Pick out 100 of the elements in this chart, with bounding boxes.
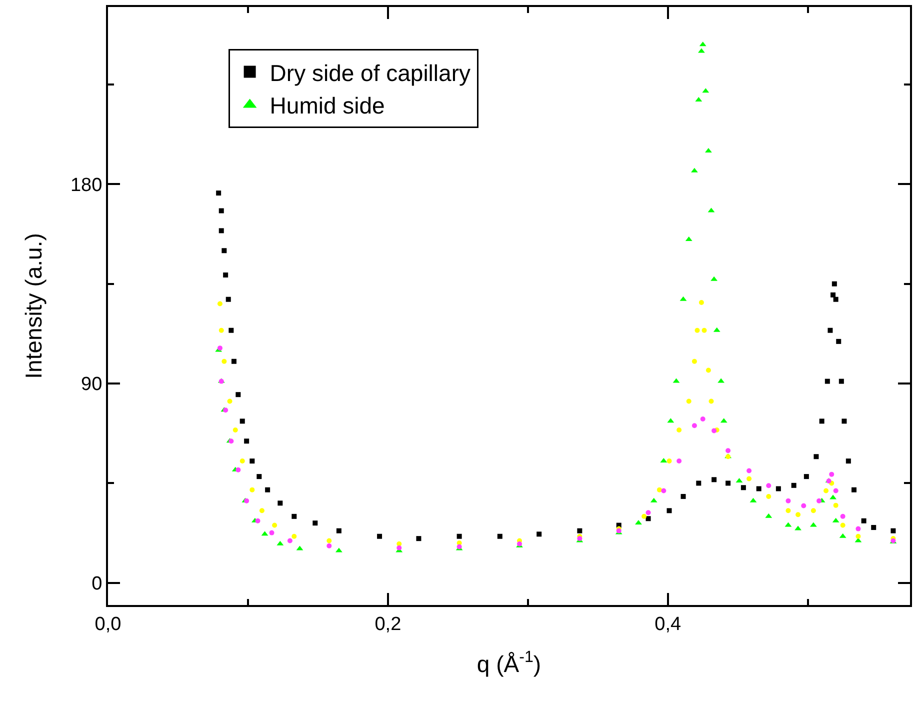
point bbox=[646, 516, 651, 522]
point bbox=[700, 416, 706, 422]
point bbox=[791, 482, 796, 488]
point bbox=[272, 522, 278, 528]
point bbox=[814, 454, 819, 460]
x-axis-title: q (Å$^{-1}$) bbox=[476, 648, 542, 677]
point bbox=[840, 522, 846, 528]
point bbox=[830, 494, 836, 500]
point bbox=[278, 500, 283, 506]
point bbox=[456, 534, 462, 539]
point bbox=[726, 448, 731, 454]
point bbox=[712, 477, 717, 482]
y-tick-label: 180 bbox=[70, 174, 102, 196]
point bbox=[819, 418, 824, 424]
point bbox=[227, 398, 232, 404]
legend-label: Humid side bbox=[270, 92, 385, 119]
point bbox=[801, 503, 806, 508]
point bbox=[240, 458, 245, 464]
point bbox=[577, 528, 582, 534]
point bbox=[756, 486, 762, 492]
point bbox=[676, 428, 682, 433]
point bbox=[240, 418, 245, 424]
point bbox=[223, 408, 228, 413]
point bbox=[666, 508, 672, 514]
point bbox=[796, 512, 801, 518]
point bbox=[656, 487, 662, 492]
point bbox=[786, 498, 791, 504]
point bbox=[287, 538, 292, 544]
x-tick-label: 0,4 bbox=[654, 614, 682, 635]
point bbox=[746, 476, 752, 482]
point bbox=[236, 392, 241, 398]
point bbox=[416, 536, 422, 542]
point bbox=[726, 480, 731, 486]
point bbox=[292, 514, 297, 519]
point bbox=[222, 248, 227, 254]
point bbox=[776, 486, 781, 492]
x-tick-label: 0,2 bbox=[374, 614, 402, 635]
point bbox=[231, 358, 236, 364]
point bbox=[396, 545, 402, 550]
point bbox=[746, 468, 752, 474]
point bbox=[810, 508, 816, 514]
point bbox=[829, 472, 834, 477]
point bbox=[706, 368, 711, 373]
point bbox=[250, 487, 255, 492]
point bbox=[698, 300, 704, 305]
point bbox=[852, 487, 857, 492]
y-tick-label: 90 bbox=[81, 374, 102, 396]
point bbox=[766, 494, 772, 499]
point bbox=[712, 428, 717, 434]
point bbox=[218, 208, 224, 214]
point bbox=[840, 514, 846, 519]
point bbox=[830, 292, 836, 298]
point bbox=[244, 498, 250, 504]
point bbox=[642, 514, 647, 519]
x-tick-label: 0,0 bbox=[94, 614, 122, 635]
point bbox=[828, 328, 833, 333]
point bbox=[646, 510, 651, 516]
point bbox=[228, 328, 234, 333]
legend-label: Dry side of capillary bbox=[270, 60, 471, 86]
point bbox=[824, 378, 830, 384]
point bbox=[635, 520, 642, 525]
point bbox=[696, 480, 702, 486]
point bbox=[676, 458, 682, 464]
point bbox=[236, 467, 241, 472]
point bbox=[217, 301, 222, 306]
point bbox=[661, 488, 666, 494]
point bbox=[292, 534, 297, 539]
point bbox=[223, 272, 228, 278]
point bbox=[255, 518, 260, 524]
point bbox=[833, 488, 838, 494]
point bbox=[740, 485, 746, 490]
point bbox=[312, 520, 318, 526]
point bbox=[804, 474, 809, 480]
point bbox=[816, 498, 822, 504]
point bbox=[702, 328, 707, 333]
point bbox=[842, 418, 847, 424]
point bbox=[680, 494, 686, 499]
point bbox=[861, 518, 866, 524]
point bbox=[856, 526, 861, 532]
point bbox=[708, 398, 714, 404]
point bbox=[218, 228, 224, 234]
point bbox=[846, 458, 851, 464]
point bbox=[692, 358, 697, 364]
point bbox=[265, 487, 270, 492]
point bbox=[890, 528, 896, 534]
point bbox=[244, 438, 250, 444]
point bbox=[833, 502, 838, 508]
point bbox=[222, 358, 227, 364]
point bbox=[326, 538, 332, 544]
point bbox=[377, 534, 382, 539]
point bbox=[692, 423, 697, 428]
point bbox=[833, 296, 838, 302]
point bbox=[536, 532, 542, 537]
point bbox=[824, 488, 829, 494]
point bbox=[228, 438, 234, 444]
point bbox=[794, 526, 802, 530]
point bbox=[232, 428, 238, 433]
point bbox=[836, 338, 842, 344]
point bbox=[269, 530, 274, 536]
point bbox=[250, 458, 255, 464]
